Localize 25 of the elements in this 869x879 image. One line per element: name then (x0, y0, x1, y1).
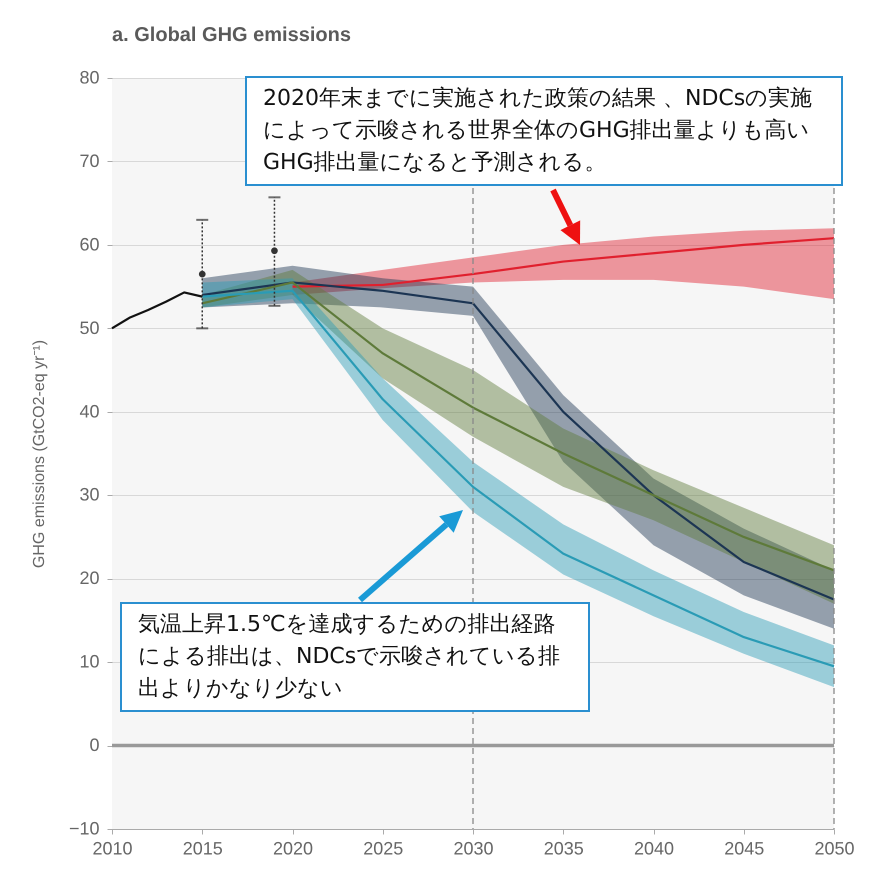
x-tick-label: 2010 (92, 838, 133, 858)
line-series (110, 291, 204, 330)
x-tick-label: 2035 (544, 838, 584, 858)
x-tick-label: 2030 (453, 838, 494, 858)
x-tick-label: 2040 (634, 838, 674, 858)
y-tick-label: 60 (79, 234, 100, 254)
y-tick-label: 70 (79, 150, 100, 171)
y-tick-label: −10 (68, 818, 100, 838)
y-tick-label: 30 (79, 484, 100, 505)
x-tick-label: 2050 (814, 838, 855, 858)
x-tick-label: 2020 (272, 838, 314, 858)
y-tick-label: 50 (79, 318, 100, 338)
chart-title: a. Global GHG emissions (112, 24, 351, 46)
annotation: 2020年末までに実施された政策の結果 、NDCsの実施によって示唆される世界全体のGHG排出量よりも高いGHG排出量になると予測される。 (245, 76, 843, 186)
annotation: 気温上昇1.5℃を達成するための排出経路による排出は、NDCsで示唆されている排出よりかなり少ない (120, 602, 590, 712)
y-tick-label: 0 (89, 735, 100, 756)
y-axis-title: GHG emissions (GtCO2-eq yr⁻¹) (30, 340, 48, 568)
x-tick-label: 2015 (182, 838, 223, 858)
x-tick-label: 2025 (363, 838, 404, 858)
y-tick-label: 20 (79, 568, 100, 588)
x-tick-label: 2045 (724, 838, 764, 858)
y-tick-label: 80 (79, 68, 100, 88)
y-tick-label: 10 (79, 652, 100, 672)
line-series (291, 237, 836, 288)
y-tick-label: 40 (79, 401, 100, 422)
